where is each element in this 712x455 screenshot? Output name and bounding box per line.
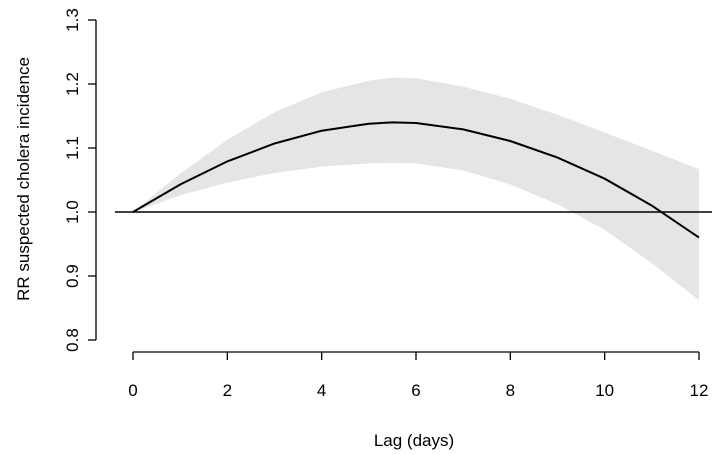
confidence-band [133,77,699,301]
x-tick-label: 2 [223,381,232,400]
x-tick-label: 0 [128,381,137,400]
y-tick-label: 1.2 [63,72,82,96]
y-tick-label: 1.0 [63,200,82,224]
y-axis-label: RR suspected cholera incidence [14,57,33,301]
y-tick-label: 1.3 [63,8,82,32]
estimate-line [132,121,700,239]
y-tick-label: 1.1 [63,136,82,160]
x-tick-label: 8 [506,381,515,400]
plot-area [115,77,712,301]
x-axis-label: Lag (days) [374,431,454,450]
x-tick-label: 6 [411,381,420,400]
x-tick-label: 4 [317,381,326,400]
x-axis: 0 2 4 6 8 10 12 [128,351,709,400]
y-axis: 0.8 0.9 1.0 1.1 1.2 1.3 [63,8,97,352]
x-tick-label: 12 [690,381,709,400]
y-tick-label: 0.8 [63,328,82,352]
y-tick-label: 0.9 [63,264,82,288]
x-tick-label: 10 [595,381,614,400]
